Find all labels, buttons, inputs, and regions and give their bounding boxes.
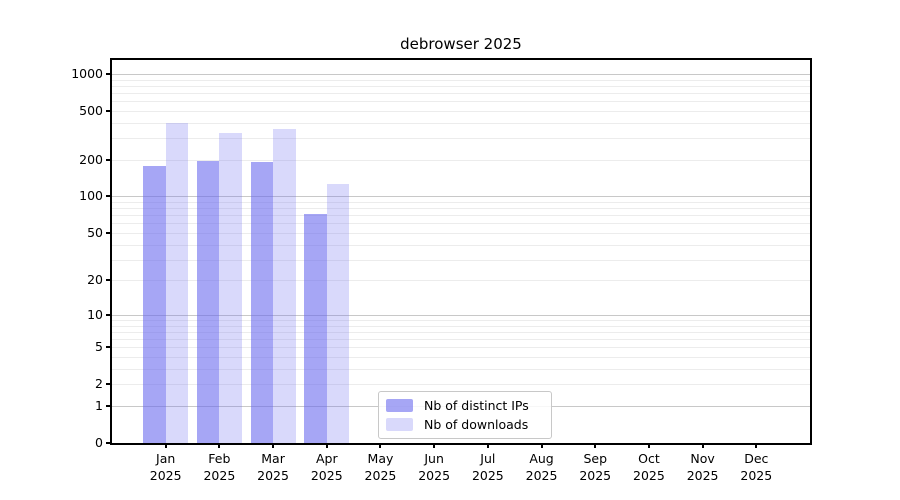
- gridline-major: [112, 314, 810, 316]
- y-axis-tick-label: 1: [95, 397, 103, 413]
- gridline-minor: [112, 259, 810, 261]
- legend-label-downloads: Nb of downloads: [424, 417, 529, 432]
- gridline-minor: [112, 325, 810, 327]
- gridline-minor: [112, 85, 810, 87]
- x-axis-tick-label: Sep 2025: [579, 451, 612, 483]
- bar-downloads-jan: [165, 123, 189, 443]
- x-axis-tick: [325, 443, 328, 448]
- y-axis-tick: [106, 313, 111, 316]
- y-axis-tick: [106, 442, 111, 444]
- y-axis-tick: [106, 346, 111, 349]
- x-axis-tick-label: Apr 2025: [310, 451, 343, 483]
- x-axis-tick-label: Jan 2025: [149, 451, 182, 483]
- y-axis-tick: [106, 279, 111, 282]
- x-axis-tick-label: Mar 2025: [257, 451, 289, 483]
- gridline-minor: [112, 223, 810, 225]
- x-axis-tick: [272, 443, 275, 448]
- gridline-minor: [112, 368, 810, 370]
- legend-swatch-distinct-ips: [386, 399, 413, 412]
- x-axis-tick-label: Oct 2025: [633, 451, 665, 483]
- x-axis-tick: [486, 443, 489, 448]
- x-axis-tick: [540, 443, 543, 448]
- x-axis-tick-label: Dec 2025: [740, 451, 773, 483]
- gridline-minor: [112, 280, 810, 282]
- x-axis-tick-label: Nov 2025: [686, 451, 719, 483]
- x-axis-tick: [164, 443, 167, 448]
- x-axis-tick-label: Jun 2025: [418, 451, 451, 483]
- bar-distinct-ips-apr: [304, 213, 327, 443]
- gridline-major: [112, 73, 810, 75]
- x-axis-tick: [701, 443, 704, 448]
- bar-distinct-ips-mar: [250, 162, 274, 443]
- bar-downloads-apr: [326, 183, 350, 443]
- y-axis-tick: [106, 383, 111, 386]
- legend: Nb of distinct IPs Nb of downloads: [378, 391, 552, 439]
- legend-item-downloads: Nb of downloads: [386, 417, 542, 432]
- x-axis-tick-label: Jul 2025: [471, 451, 504, 483]
- gridline-minor: [112, 232, 810, 234]
- gridline-major: [112, 196, 810, 198]
- gridline-minor: [112, 331, 810, 333]
- gridline-minor: [112, 384, 810, 386]
- gridline-minor: [112, 320, 810, 321]
- bar-distinct-ips-feb: [196, 160, 220, 443]
- gridline-minor: [112, 101, 810, 103]
- legend-label-distinct-ips: Nb of distinct IPs: [424, 398, 529, 413]
- x-axis-tick: [594, 443, 597, 448]
- y-axis-tick-label: 0: [95, 435, 103, 450]
- y-axis-tick: [106, 231, 111, 234]
- y-axis-tick: [106, 109, 111, 112]
- bar-downloads-feb: [219, 132, 242, 443]
- x-axis-tick: [218, 443, 221, 448]
- legend-swatch-downloads: [386, 418, 413, 431]
- x-axis-tick-label: Aug 2025: [525, 451, 558, 483]
- x-axis-tick-label: May 2025: [364, 451, 397, 483]
- gridline-minor: [112, 244, 810, 246]
- y-axis-tick-label: 500: [79, 102, 103, 118]
- y-axis-tick-label: 100: [79, 188, 103, 204]
- bar-downloads-mar: [273, 129, 296, 443]
- gridline-minor: [112, 208, 810, 210]
- gridline-minor: [112, 110, 810, 112]
- y-axis-tick-label: 5: [95, 339, 103, 355]
- x-axis-tick: [379, 443, 382, 448]
- gridline-minor: [112, 357, 810, 359]
- y-axis-tick-label: 2: [95, 376, 103, 392]
- y-axis-tick-label: 10: [87, 306, 103, 322]
- x-axis-tick-label: Feb 2025: [203, 451, 236, 483]
- y-axis-tick-label: 200: [79, 151, 103, 167]
- x-axis-tick: [433, 443, 436, 448]
- gridline-minor: [112, 92, 810, 94]
- chart-title: debrowser 2025: [400, 35, 522, 53]
- gridline-minor: [112, 138, 810, 140]
- gridline-minor: [112, 122, 810, 124]
- x-axis-tick: [755, 443, 758, 448]
- bar-distinct-ips-jan: [143, 165, 166, 443]
- legend-item-distinct-ips: Nb of distinct IPs: [386, 398, 542, 413]
- y-axis-tick: [106, 72, 111, 75]
- y-axis-tick: [106, 195, 111, 198]
- y-axis-tick: [106, 404, 111, 407]
- gridline-minor: [112, 215, 810, 217]
- gridline-minor: [112, 347, 810, 349]
- x-axis-tick: [647, 443, 650, 448]
- y-axis-tick-label: 50: [87, 224, 103, 240]
- y-axis-tick-label: 20: [87, 272, 103, 288]
- gridline-minor: [112, 79, 810, 81]
- gridline-minor: [112, 202, 810, 204]
- y-axis-tick-label: 1000: [71, 65, 103, 81]
- gridline-minor: [112, 339, 810, 341]
- gridline-minor: [112, 159, 810, 161]
- y-axis-tick: [106, 158, 111, 161]
- plot-area: Nb of distinct IPs Nb of downloads: [110, 58, 812, 445]
